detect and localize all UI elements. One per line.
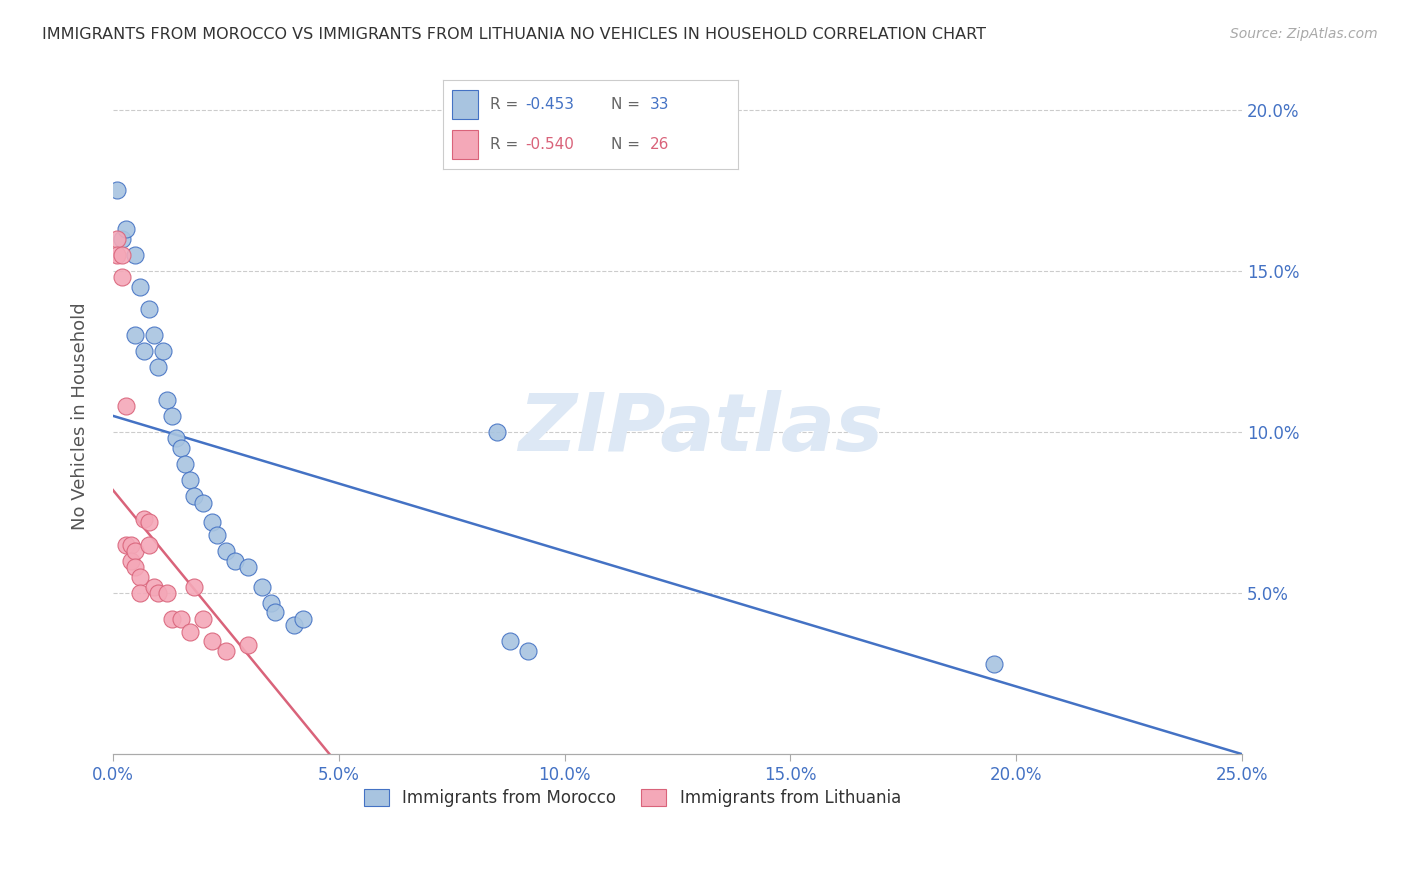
Point (174, 457, 197, 471)
Text: -0.453: -0.453 (526, 97, 575, 112)
Point (283, 618, 305, 632)
Point (224, 554, 246, 568)
Point (179, 473, 201, 487)
Point (152, 344, 174, 359)
Y-axis label: No Vehicles in Household: No Vehicles in Household (72, 302, 89, 530)
Text: 33: 33 (650, 97, 669, 112)
Point (138, 515, 160, 529)
Point (124, 560, 146, 574)
Point (120, 554, 142, 568)
Text: IMMIGRANTS FROM MOROCCO VS IMMIGRANTS FROM LITHUANIA NO VEHICLES IN HOUSEHOLD CO: IMMIGRANTS FROM MOROCCO VS IMMIGRANTS FR… (42, 27, 986, 42)
Point (238, 560, 260, 574)
Point (129, 570, 152, 584)
Point (134, 512, 156, 526)
Point (264, 606, 287, 620)
Point (499, 634, 522, 648)
Text: R =: R = (491, 137, 523, 152)
Point (983, 657, 1005, 671)
Point (169, 441, 191, 455)
Point (134, 344, 156, 359)
Point (142, 580, 165, 594)
Text: ZIPatlas: ZIPatlas (517, 391, 883, 468)
Point (260, 596, 283, 610)
Point (291, 612, 314, 626)
Text: N =: N = (612, 97, 645, 112)
Point (183, 489, 205, 503)
Point (111, 248, 134, 262)
Point (115, 538, 138, 552)
Point (120, 538, 142, 552)
Point (124, 544, 146, 558)
Point (124, 248, 146, 262)
Point (115, 222, 138, 236)
Point (193, 496, 215, 510)
Point (138, 538, 160, 552)
Point (238, 638, 260, 652)
Point (156, 586, 179, 600)
Point (485, 425, 508, 439)
Point (215, 644, 238, 658)
Text: R =: R = (491, 97, 523, 112)
Point (169, 612, 191, 626)
Point (111, 231, 134, 245)
Point (129, 586, 152, 600)
Point (105, 183, 128, 197)
Point (215, 544, 238, 558)
FancyBboxPatch shape (451, 90, 478, 119)
FancyBboxPatch shape (451, 130, 478, 159)
Point (179, 624, 201, 639)
Legend: Immigrants from Morocco, Immigrants from Lithuania: Immigrants from Morocco, Immigrants from… (357, 782, 907, 814)
Point (201, 634, 224, 648)
Point (105, 231, 128, 245)
Point (129, 280, 152, 294)
Text: -0.540: -0.540 (526, 137, 575, 152)
Point (250, 580, 273, 594)
Point (111, 270, 134, 285)
Point (124, 328, 146, 343)
Point (201, 515, 224, 529)
Text: 26: 26 (650, 137, 669, 152)
Text: Source: ZipAtlas.com: Source: ZipAtlas.com (1230, 27, 1378, 41)
Point (205, 528, 228, 542)
Point (142, 328, 165, 343)
Point (156, 392, 179, 407)
Point (115, 399, 138, 413)
Point (105, 248, 128, 262)
Point (160, 612, 183, 626)
Point (193, 612, 215, 626)
Point (138, 302, 160, 317)
Point (146, 586, 169, 600)
Point (146, 360, 169, 375)
Point (165, 431, 187, 445)
Text: N =: N = (612, 137, 645, 152)
Point (183, 580, 205, 594)
Point (517, 644, 540, 658)
Point (160, 409, 183, 423)
